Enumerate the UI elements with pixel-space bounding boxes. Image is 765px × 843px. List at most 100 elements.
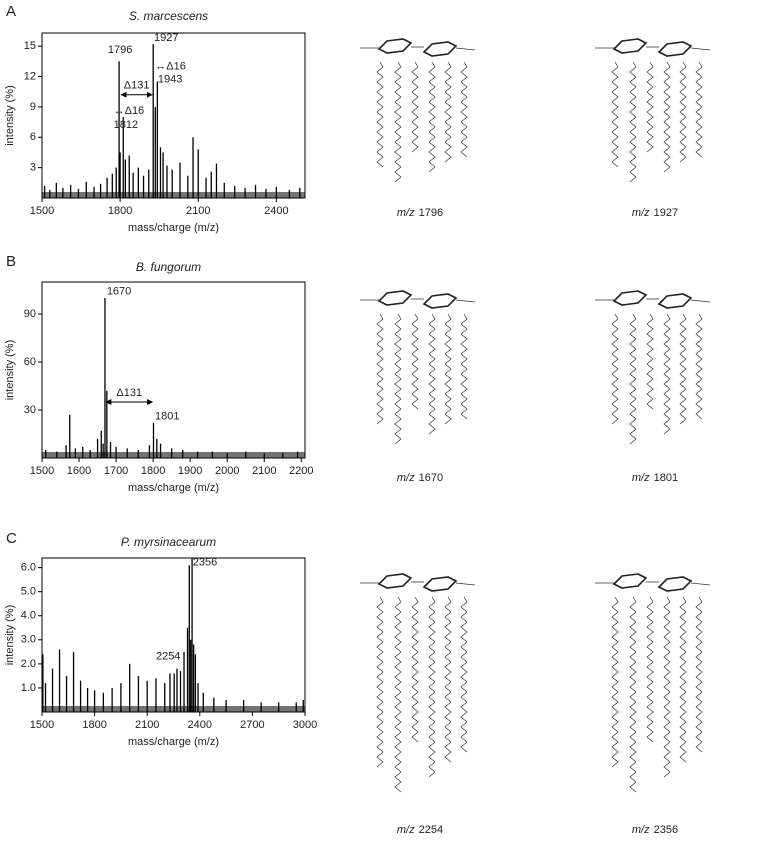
x-axis-label: mass/charge (m/z) <box>128 736 219 748</box>
y-tick-label: 12 <box>24 70 36 82</box>
plot-frame <box>41 557 306 713</box>
caption-mass: 2356 <box>654 824 678 836</box>
x-tick-label: 2100 <box>186 205 210 217</box>
x-axis-label: mass/charge (m/z) <box>128 222 219 234</box>
y-axis-label: intensity (%) <box>4 605 16 666</box>
peak-label: ↔Δ16 <box>114 105 145 117</box>
noise-band <box>42 192 305 198</box>
caption-mass: 1670 <box>419 472 443 484</box>
x-tick-label: 1900 <box>178 465 202 477</box>
x-tick-label: 1800 <box>141 465 165 477</box>
x-tick-label: 2100 <box>252 465 276 477</box>
fatty-chain <box>428 596 436 778</box>
caption-prefix: m/z <box>397 824 415 836</box>
caption-prefix: m/z <box>632 824 650 836</box>
fatty-chain <box>695 61 703 158</box>
y-tick-label: 5.0 <box>21 586 36 598</box>
y-tick-label: 60 <box>24 356 36 368</box>
fatty-chain <box>411 596 419 743</box>
fatty-chain <box>679 313 687 425</box>
fatty-chain <box>646 61 654 153</box>
fatty-chain <box>629 596 637 793</box>
caption-mass: 1927 <box>654 207 678 219</box>
x-tick-label: 2000 <box>215 465 239 477</box>
x-tick-label: 2700 <box>240 719 264 731</box>
chart-title: B. fungorum <box>136 260 201 274</box>
y-tick-label: 4.0 <box>21 610 36 622</box>
y-tick-label: 15 <box>24 40 36 52</box>
x-tick-label: 1500 <box>30 719 54 731</box>
x-tick-label: 2200 <box>289 465 313 477</box>
y-axis-label: intensity (%) <box>4 340 16 401</box>
sugar-ring <box>422 41 458 57</box>
chart-title: P. myrsinacearum <box>121 535 216 549</box>
fatty-chain <box>411 61 419 153</box>
fatty-chain <box>695 596 703 753</box>
caption-prefix: m/z <box>397 472 415 484</box>
bond <box>455 299 476 303</box>
fatty-chain <box>629 313 637 445</box>
plot-frame <box>41 281 306 459</box>
structure-caption: m/z 1927 <box>632 207 678 219</box>
caption-mass: 2254 <box>419 824 443 836</box>
fatty-chain <box>444 313 452 425</box>
sugar-ring <box>377 573 413 589</box>
y-tick-label: 90 <box>24 308 36 320</box>
structure-caption: m/z 1801 <box>632 472 678 484</box>
sugar-ring <box>657 576 693 592</box>
fatty-chain <box>646 313 654 410</box>
fatty-chain <box>679 61 687 163</box>
bond <box>455 47 476 51</box>
x-tick-label: 2100 <box>135 719 159 731</box>
caption-prefix: m/z <box>632 472 650 484</box>
peak-label: 2254 <box>156 651 180 663</box>
fatty-chain <box>394 313 402 445</box>
peak-label: 1812 <box>114 119 138 131</box>
x-tick-label: 1500 <box>30 205 54 217</box>
sugar-ring <box>657 293 693 309</box>
x-tick-label: 1800 <box>82 719 106 731</box>
fatty-chain <box>376 313 384 425</box>
sugar-ring <box>612 290 648 306</box>
noise-band <box>42 706 305 712</box>
peak-label: 1796 <box>108 44 132 56</box>
fatty-chain <box>411 313 419 410</box>
peak-label: 2356 <box>193 557 217 569</box>
fatty-chain <box>629 61 637 183</box>
structure-caption: m/z 1670 <box>397 472 443 484</box>
bond <box>690 47 711 51</box>
fatty-chain <box>663 61 671 173</box>
fatty-chain <box>444 596 452 763</box>
noise-band <box>42 452 305 458</box>
bond <box>690 299 711 303</box>
lipid-structure <box>360 38 476 183</box>
fatty-chain <box>460 596 468 753</box>
y-tick-label: 6 <box>30 131 36 143</box>
y-tick-label: 2.0 <box>21 658 36 670</box>
caption-prefix: m/z <box>397 207 415 219</box>
peak-label: 1943 <box>158 73 182 85</box>
fatty-chain <box>394 61 402 183</box>
fatty-chain <box>646 596 654 743</box>
sugar-ring <box>422 576 458 592</box>
peak-label: 1670 <box>107 286 131 298</box>
fatty-chain <box>460 61 468 158</box>
structure-caption: m/z 1796 <box>397 207 443 219</box>
y-tick-label: 30 <box>24 404 36 416</box>
panel-letter: C <box>6 530 17 547</box>
fatty-chain <box>444 61 452 163</box>
fatty-chain <box>394 596 402 793</box>
sugar-ring <box>612 573 648 589</box>
y-tick-label: 3 <box>30 162 36 174</box>
sugar-ring <box>422 293 458 309</box>
lipid-structure <box>595 38 711 183</box>
x-tick-label: 1600 <box>67 465 91 477</box>
plot-frame <box>41 32 306 199</box>
structure-caption: m/z 2254 <box>397 824 443 836</box>
x-tick-label: 1700 <box>104 465 128 477</box>
structure-caption: m/z 2356 <box>632 824 678 836</box>
x-tick-label: 2400 <box>264 205 288 217</box>
fatty-chain <box>611 596 619 768</box>
lipid-structure <box>360 290 476 445</box>
chart-title: S. marcescens <box>129 9 208 23</box>
